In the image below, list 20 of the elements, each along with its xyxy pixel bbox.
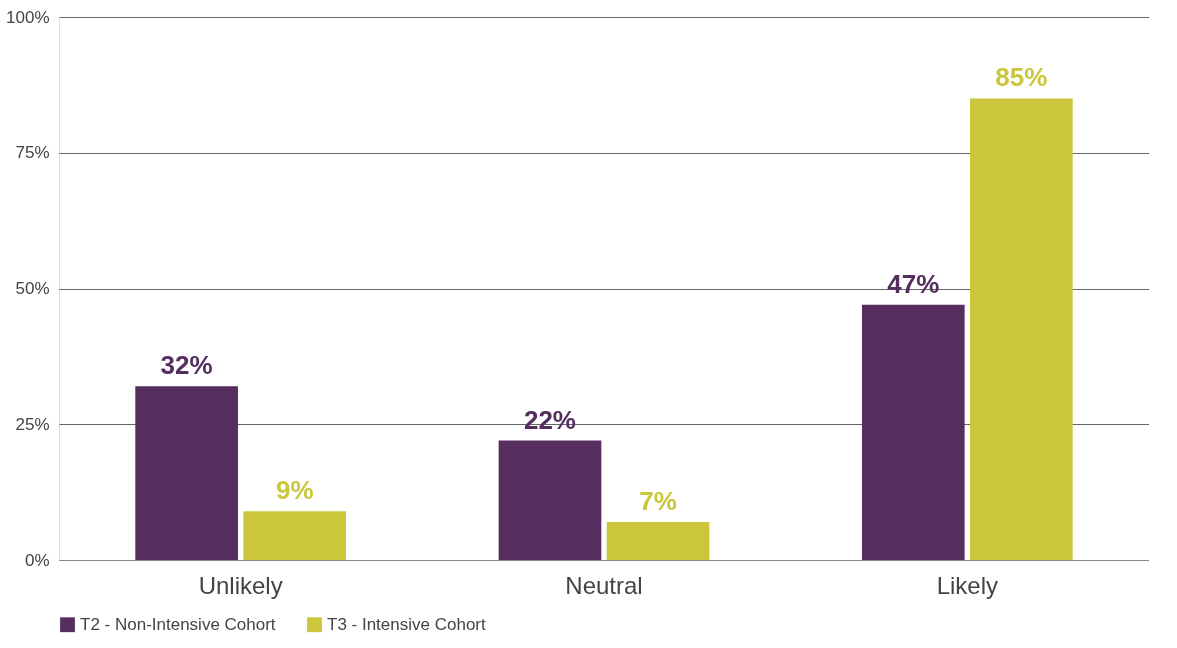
bar [970, 98, 1073, 560]
y-tick-label: 25% [15, 414, 50, 434]
bar [243, 511, 347, 560]
bar [606, 521, 710, 560]
x-tick-label: Likely [936, 571, 999, 599]
legend-label: T2 - Non-Intensive Cohort [80, 614, 276, 634]
legend-label: T3 - Intensive Cohort [327, 614, 487, 634]
bar [861, 304, 965, 560]
data-label: 85% [995, 62, 1048, 93]
y-tick-label: 75% [15, 143, 50, 163]
x-tick-label: Neutral [565, 571, 643, 599]
y-tick-label: 100% [6, 7, 50, 27]
data-label: 32% [160, 350, 213, 381]
data-label: 7% [639, 485, 677, 516]
x-tick-label: Unlikely [198, 571, 283, 599]
data-label: 9% [275, 475, 314, 506]
bar [498, 440, 602, 560]
y-tick-label: 0% [24, 550, 50, 570]
y-tick-label: 50% [15, 279, 50, 298]
bar [135, 386, 238, 560]
